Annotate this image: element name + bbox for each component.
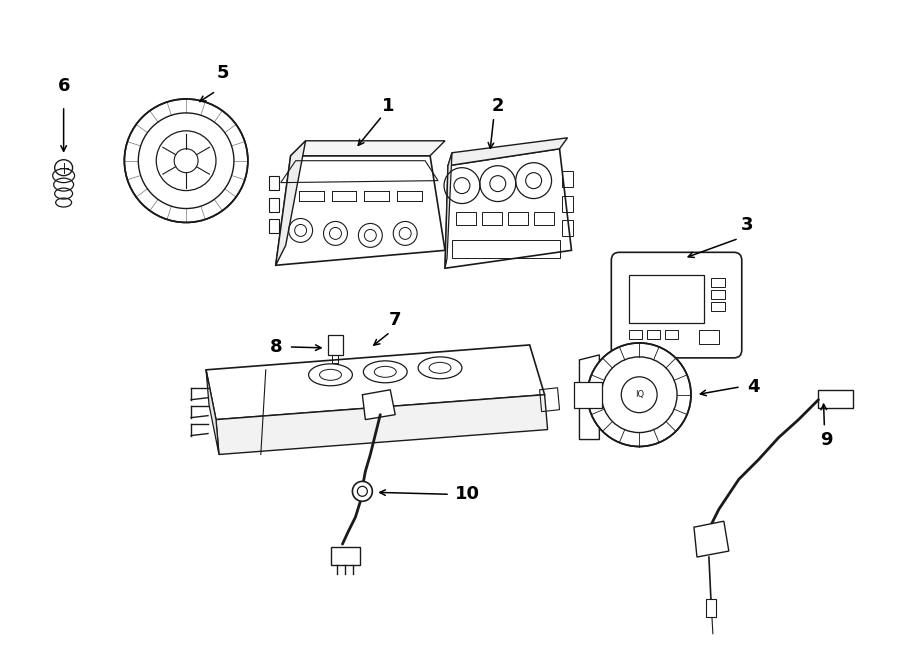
Bar xyxy=(699,330,719,344)
Polygon shape xyxy=(580,355,599,440)
Bar xyxy=(328,335,344,355)
Text: 5: 5 xyxy=(217,64,230,82)
Polygon shape xyxy=(291,141,445,156)
Bar xyxy=(456,212,476,225)
Bar xyxy=(452,241,560,258)
Text: 2: 2 xyxy=(491,97,504,115)
Bar xyxy=(269,198,279,212)
Text: 10: 10 xyxy=(455,485,481,503)
Circle shape xyxy=(588,343,691,447)
Bar xyxy=(269,219,279,233)
Bar xyxy=(711,290,724,299)
Bar xyxy=(562,221,573,237)
FancyBboxPatch shape xyxy=(611,253,742,358)
Polygon shape xyxy=(445,153,452,268)
Bar xyxy=(562,196,573,212)
Text: 7: 7 xyxy=(389,311,401,329)
Text: 9: 9 xyxy=(820,430,832,449)
Text: 4: 4 xyxy=(748,378,760,396)
Polygon shape xyxy=(445,149,572,268)
Polygon shape xyxy=(275,141,306,265)
Bar xyxy=(534,212,554,225)
Bar xyxy=(665,330,678,339)
Polygon shape xyxy=(363,390,395,420)
Text: IQ: IQ xyxy=(634,390,644,399)
Circle shape xyxy=(353,481,373,501)
Polygon shape xyxy=(206,370,219,455)
Bar xyxy=(482,212,502,225)
Polygon shape xyxy=(216,395,547,455)
Polygon shape xyxy=(694,521,729,557)
Polygon shape xyxy=(275,156,445,265)
Text: 6: 6 xyxy=(58,77,70,95)
Bar xyxy=(818,390,853,408)
Polygon shape xyxy=(206,345,544,420)
Bar xyxy=(269,176,279,190)
Polygon shape xyxy=(448,137,568,166)
Circle shape xyxy=(124,99,248,223)
Text: 1: 1 xyxy=(382,97,394,115)
Bar xyxy=(706,599,716,617)
Bar xyxy=(330,547,360,565)
Bar xyxy=(629,330,643,339)
Bar xyxy=(647,330,660,339)
Bar xyxy=(574,382,602,408)
Bar xyxy=(711,302,724,311)
Bar xyxy=(629,275,704,323)
Text: 3: 3 xyxy=(741,216,753,235)
Text: 8: 8 xyxy=(269,338,282,356)
Bar xyxy=(508,212,527,225)
Bar xyxy=(711,278,724,287)
Bar xyxy=(562,171,573,186)
